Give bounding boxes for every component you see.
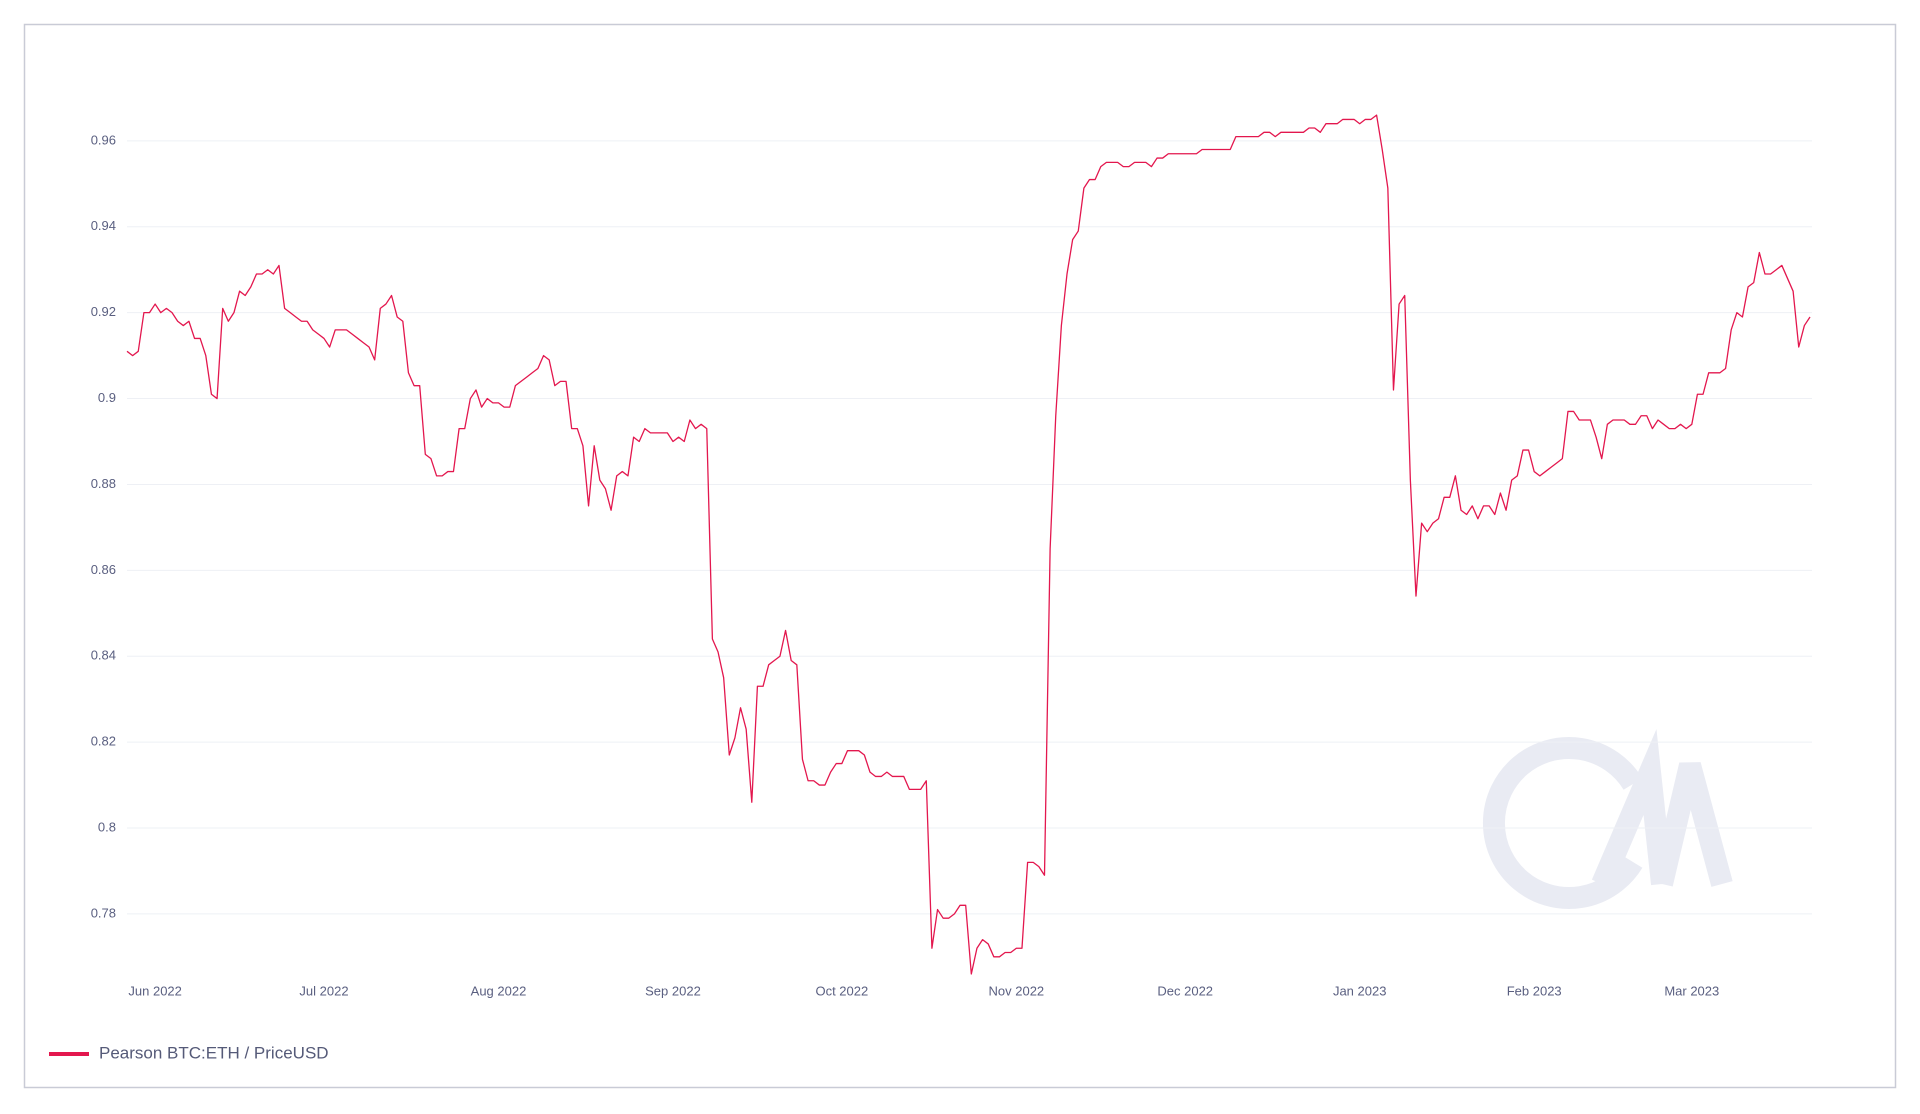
x-tick-label: Dec 2022 <box>1157 983 1213 998</box>
y-tick-label: 0.94 <box>91 218 116 233</box>
y-tick-label: 0.78 <box>91 905 116 920</box>
y-tick-label: 0.8 <box>98 819 116 834</box>
watermark-c <box>1482 737 1643 909</box>
y-tick-label: 0.86 <box>91 562 116 577</box>
x-tick-label: Jul 2022 <box>299 983 348 998</box>
y-tick-label: 0.9 <box>98 390 116 405</box>
x-tick-label: Oct 2022 <box>815 983 868 998</box>
y-tick-label: 0.82 <box>91 734 116 749</box>
x-tick-label: Aug 2022 <box>471 983 527 998</box>
y-tick-label: 0.84 <box>91 648 116 663</box>
y-tick-label: 0.92 <box>91 304 116 319</box>
legend-label: Pearson BTC:ETH / PriceUSD <box>99 1043 329 1062</box>
x-tick-label: Sep 2022 <box>645 983 701 998</box>
chart-frame <box>23 23 1897 1089</box>
watermark-m <box>1591 729 1733 889</box>
x-tick-label: Nov 2022 <box>989 983 1045 998</box>
x-tick-label: Mar 2023 <box>1664 983 1719 998</box>
y-tick-label: 0.96 <box>91 132 116 147</box>
plot: 0.78 0.8 0.82 0.84 0.86 0.88 0.9 0.92 0.94 0.96 Ju… <box>49 114 1812 1062</box>
data-line <box>126 114 1811 975</box>
y-tick-label: 0.88 <box>91 476 116 491</box>
x-tick-label: Feb 2023 <box>1507 983 1562 998</box>
x-tick-label: Jun 2022 <box>128 983 182 998</box>
watermark <box>1482 729 1733 909</box>
x-tick-label: Jan 2023 <box>1333 983 1387 998</box>
